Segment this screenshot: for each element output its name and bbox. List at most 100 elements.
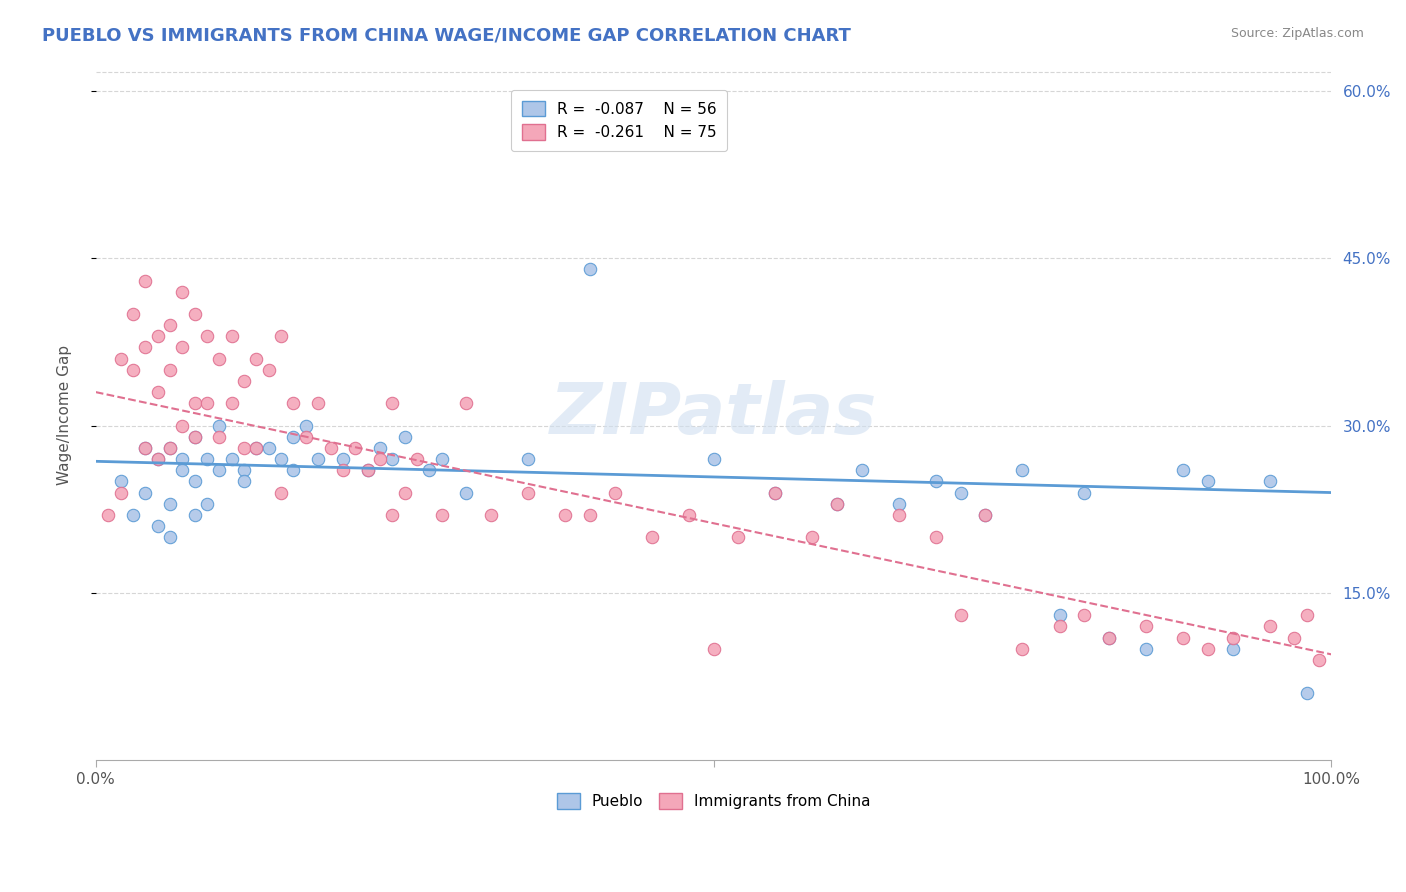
Point: [195, 329, 218, 343]
Point: [1258, 475, 1281, 489]
Point: [121, 307, 143, 321]
Point: [283, 463, 305, 477]
Point: [579, 508, 602, 522]
Point: [763, 485, 786, 500]
Point: [221, 452, 243, 467]
Point: [344, 441, 367, 455]
Point: [183, 396, 205, 410]
Point: [1011, 463, 1033, 477]
Point: [183, 307, 205, 321]
Point: [1098, 631, 1121, 645]
Point: [825, 497, 848, 511]
Point: [603, 485, 626, 500]
Point: [245, 441, 267, 455]
Point: [579, 262, 602, 277]
Point: [159, 530, 181, 544]
Point: [368, 452, 391, 467]
Point: [172, 418, 194, 433]
Point: [208, 418, 231, 433]
Point: [763, 485, 786, 500]
Point: [134, 341, 156, 355]
Point: [159, 497, 181, 511]
Point: [381, 396, 404, 410]
Point: [110, 351, 132, 366]
Point: [1308, 653, 1330, 667]
Point: [703, 452, 725, 467]
Point: [195, 452, 218, 467]
Point: [233, 441, 256, 455]
Point: [517, 485, 540, 500]
Point: [1135, 641, 1157, 656]
Point: [208, 430, 231, 444]
Point: [159, 318, 181, 333]
Point: [183, 508, 205, 522]
Point: [1222, 641, 1244, 656]
Point: [1258, 619, 1281, 633]
Point: [887, 497, 910, 511]
Point: [430, 452, 453, 467]
Point: [134, 441, 156, 455]
Point: [1073, 608, 1095, 623]
Point: [1135, 619, 1157, 633]
Point: [1171, 463, 1194, 477]
Point: [1098, 631, 1121, 645]
Point: [319, 441, 342, 455]
Point: [97, 508, 120, 522]
Point: [394, 430, 416, 444]
Point: [159, 441, 181, 455]
Point: [110, 485, 132, 500]
Point: [1222, 631, 1244, 645]
Point: [208, 463, 231, 477]
Point: [381, 508, 404, 522]
Point: [368, 441, 391, 455]
Point: [517, 452, 540, 467]
Point: [356, 463, 378, 477]
Point: [851, 463, 873, 477]
Point: [270, 452, 292, 467]
Point: [949, 608, 972, 623]
Point: [146, 385, 169, 400]
Point: [110, 475, 132, 489]
Point: [245, 351, 267, 366]
Point: [332, 463, 354, 477]
Point: [172, 341, 194, 355]
Point: [1197, 641, 1219, 656]
Point: [394, 485, 416, 500]
Point: [121, 508, 143, 522]
Text: ZIPatlas: ZIPatlas: [550, 380, 877, 449]
Point: [245, 441, 267, 455]
Point: [678, 508, 700, 522]
Point: [159, 363, 181, 377]
Point: [825, 497, 848, 511]
Text: PUEBLO VS IMMIGRANTS FROM CHINA WAGE/INCOME GAP CORRELATION CHART: PUEBLO VS IMMIGRANTS FROM CHINA WAGE/INC…: [42, 27, 851, 45]
Point: [195, 497, 218, 511]
Point: [283, 396, 305, 410]
Point: [233, 475, 256, 489]
Point: [949, 485, 972, 500]
Point: [332, 452, 354, 467]
Point: [925, 475, 948, 489]
Point: [159, 441, 181, 455]
Point: [406, 452, 429, 467]
Point: [283, 430, 305, 444]
Point: [221, 329, 243, 343]
Point: [233, 463, 256, 477]
Point: [1197, 475, 1219, 489]
Point: [183, 430, 205, 444]
Point: [703, 641, 725, 656]
Text: Source: ZipAtlas.com: Source: ZipAtlas.com: [1230, 27, 1364, 40]
Point: [974, 508, 997, 522]
Point: [1295, 608, 1317, 623]
Point: [479, 508, 502, 522]
Point: [195, 396, 218, 410]
Point: [183, 430, 205, 444]
Point: [1295, 686, 1317, 700]
Point: [887, 508, 910, 522]
Point: [456, 396, 478, 410]
Point: [925, 530, 948, 544]
Point: [1073, 485, 1095, 500]
Point: [356, 463, 378, 477]
Point: [172, 452, 194, 467]
Point: [1011, 641, 1033, 656]
Point: [134, 274, 156, 288]
